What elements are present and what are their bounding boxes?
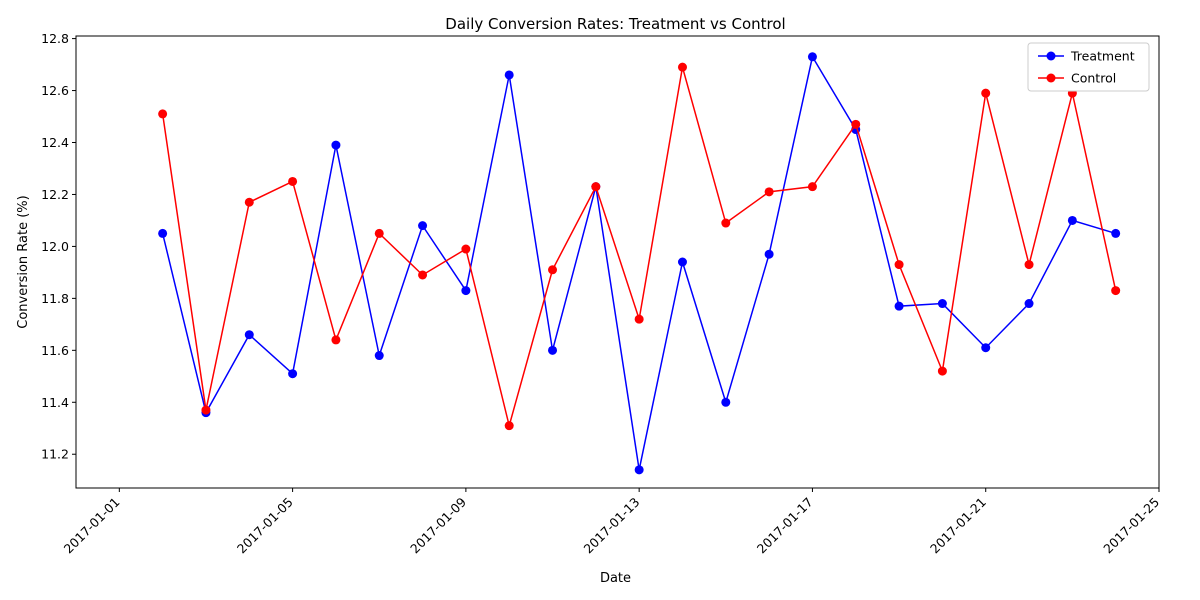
data-point-control [1111,286,1121,296]
legend-box [1027,42,1150,92]
data-point-treatment [548,345,558,355]
data-point-control [981,88,991,98]
data-point-treatment [894,301,904,311]
y-tick-label: 11.2 [41,447,69,462]
data-point-control [418,270,428,280]
data-point-control [331,335,341,345]
y-tick-label: 12.4 [41,135,69,150]
data-point-treatment [721,397,731,407]
legend-label-treatment: Treatment [1070,49,1135,64]
data-point-treatment [418,221,428,231]
x-tick-label: 2017-01-05 [234,494,296,556]
data-point-control [504,421,514,431]
data-point-treatment [1024,299,1034,309]
series-line-control [161,66,1117,429]
data-point-treatment [288,369,298,379]
x-tick-label: 2017-01-13 [580,494,642,556]
data-point-control [634,314,644,324]
data-point-treatment [677,257,687,267]
data-point-control [461,244,471,254]
legend-label-control: Control [1071,71,1116,86]
plot-frame [75,35,1160,489]
data-point-control [764,187,774,197]
y-tick-label: 12.0 [41,239,69,254]
legend-marker-treatment [1046,51,1056,61]
x-tick-label: 2017-01-25 [1100,494,1162,556]
data-point-treatment [331,140,341,150]
data-point-control [201,405,211,415]
y-tick-label: 12.6 [41,83,69,98]
data-point-control [1024,260,1034,270]
y-tick-label: 12.2 [41,187,69,202]
data-point-control [851,119,861,129]
data-point-treatment [1067,215,1077,225]
data-point-control [937,366,947,376]
data-point-control [158,109,168,119]
data-point-treatment [158,228,168,238]
data-point-treatment [981,343,991,353]
data-point-treatment [634,465,644,475]
x-axis-label: Date [600,571,631,586]
data-point-control [244,197,254,207]
data-point-control [807,182,817,192]
y-axis-label: Conversion Rate (%) [16,195,31,328]
x-tick-label: 2017-01-21 [927,494,989,556]
x-tick-label: 2017-01-01 [61,494,123,556]
data-point-treatment [244,330,254,340]
data-point-control [677,62,687,72]
data-point-treatment [807,52,817,62]
data-point-treatment [374,351,384,361]
data-point-treatment [1111,228,1121,238]
data-point-control [548,265,558,275]
series-line-treatment [161,54,1116,470]
data-point-control [288,176,298,186]
data-point-control [721,218,731,228]
data-point-control [591,182,601,192]
y-tick-label: 11.4 [41,395,69,410]
data-point-treatment [461,286,471,296]
data-point-control [374,228,384,238]
y-tick-label: 11.8 [41,291,69,306]
data-point-treatment [504,70,514,80]
data-point-treatment [937,299,947,309]
chart-title: Daily Conversion Rates: Treatment vs Con… [445,15,785,33]
x-tick-label: 2017-01-09 [407,494,469,556]
x-tick-label: 2017-01-17 [754,494,816,556]
legend-marker-control [1046,73,1056,83]
legend: Treatment Control [1027,42,1150,92]
data-point-control [894,260,904,270]
y-tick-label: 11.6 [41,343,69,358]
y-tick-label: 12.8 [41,31,69,46]
data-point-treatment [764,249,774,259]
